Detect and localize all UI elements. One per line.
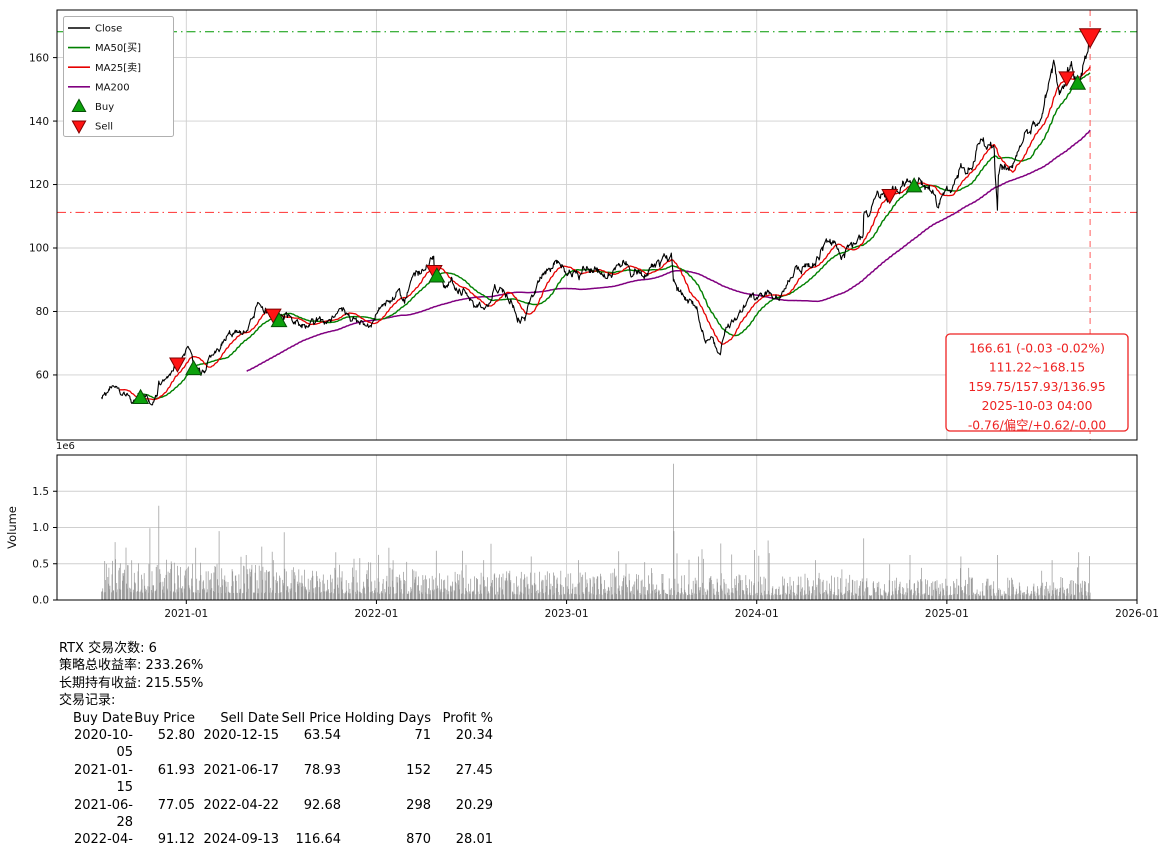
- x-tick-label: 2023-01: [545, 608, 589, 620]
- trade-col-header: Sell Price: [281, 710, 341, 726]
- price-tick-label: 120: [29, 179, 49, 191]
- volume-axis-label: Volume: [5, 506, 19, 549]
- strategy-return-line: 策略总收益率: 233.26%: [59, 658, 204, 674]
- annotation-line: -0.76/偏空/+0.62/-0.00: [968, 417, 1106, 432]
- x-tick-label: 2025-01: [925, 608, 969, 620]
- buy-marker: [270, 311, 288, 328]
- trade-col-header: Buy Date: [72, 710, 133, 726]
- volume-tick-label: 1.5: [32, 486, 49, 498]
- hold-return-line: 长期持有收益: 215.55%: [59, 675, 204, 691]
- trade-cell: 870: [406, 832, 431, 848]
- trades-table: Buy Date Buy Price Sell Date Sell Price Hold…: [59, 710, 493, 849]
- price-axes-frame: [56, 9, 1138, 441]
- trade-log-title: 交易记录:: [59, 693, 116, 709]
- annotation-line: 159.75/157.93/136.95: [968, 380, 1105, 394]
- trade-cell: 20.34: [455, 728, 493, 744]
- legend-sample-marker: [71, 120, 87, 135]
- legend-label: Close: [95, 24, 122, 35]
- volume-offset-label: 1e6: [56, 441, 75, 452]
- trade-cell: 2021-06-17: [203, 762, 279, 778]
- legend-label: MA25[卖]: [95, 62, 141, 74]
- price-tick-label: 100: [29, 243, 49, 255]
- ma25-line: [119, 66, 1091, 401]
- sell-marker: [881, 188, 899, 205]
- x-tick-label: 2024-01: [735, 608, 779, 620]
- trade-cell: 298: [406, 797, 431, 813]
- sell-marker: [169, 357, 186, 373]
- volume-tick-label: 1.0: [32, 522, 49, 534]
- trade-cell: 152: [406, 762, 431, 778]
- legend-label: Buy: [95, 102, 114, 113]
- trade-cell: 63.54: [303, 728, 341, 744]
- legend-box: [63, 16, 174, 137]
- annotation-line: 2025-10-03 04:00: [982, 399, 1093, 413]
- legend-sample-marker: [71, 98, 87, 112]
- price-volume-chart: 60 80 100 120 140 160 0.0 0.5 1.0 1.5 2021-01 2022-…: [5, 9, 1159, 620]
- trade-cell: 52.80: [157, 728, 195, 744]
- volume-tick-label: 0.0: [32, 595, 49, 607]
- legend-label: Sell: [95, 122, 113, 133]
- trade-cell: 2022-04-27: [73, 832, 133, 848]
- annotation-box: [945, 333, 1129, 432]
- trade-cell: 2020-12-15: [203, 728, 279, 744]
- trade-cell: 91.12: [157, 832, 195, 848]
- trade-cell: 61.93: [157, 762, 195, 778]
- trade-cell: 71: [414, 728, 431, 744]
- annotation-line: 166.61 (-0.03 -0.02%): [969, 342, 1105, 356]
- buy-marker: [428, 267, 446, 283]
- buy-marker: [1069, 74, 1087, 90]
- legend-label: MA50[买]: [95, 42, 141, 54]
- trade-cell: 116.64: [295, 832, 342, 848]
- sell-marker: [1058, 71, 1076, 87]
- trade-cell: 20.29: [455, 797, 493, 813]
- sell-marker: [1078, 28, 1102, 49]
- x-tick-label: 2026-01: [1115, 608, 1159, 620]
- trade-cell: 78.93: [303, 762, 341, 778]
- legend-label: MA200: [95, 82, 130, 93]
- price-tick-label: 160: [29, 52, 49, 64]
- trade-cell: 2020-10-05: [73, 728, 133, 761]
- annotation-line: 111.22~168.15: [989, 361, 1085, 375]
- trade-cell: 2021-01-15: [73, 762, 133, 796]
- price-tick-label: 80: [36, 306, 49, 318]
- trade-cell: 27.45: [455, 762, 493, 778]
- trade-col-header: Buy Price: [134, 710, 195, 726]
- trade-col-header: Profit %: [442, 710, 493, 726]
- trade-cell: 2021-06-28: [73, 797, 133, 831]
- buy-marker: [185, 359, 203, 376]
- trade-cell: 77.05: [157, 797, 195, 813]
- buy-marker: [132, 388, 150, 405]
- volume-bars: [101, 463, 1091, 600]
- trade-cell: 28.01: [455, 832, 493, 848]
- price-tick-label: 60: [36, 370, 49, 382]
- volume-tick-label: 0.5: [32, 558, 49, 570]
- x-tick-label: 2021-01: [164, 608, 208, 620]
- trade-cell: 2024-09-13: [203, 832, 279, 848]
- price-tick-label: 140: [29, 116, 49, 128]
- buy-marker: [905, 177, 923, 193]
- x-tick-label: 2022-01: [354, 608, 398, 620]
- trade-col-header: Holding Days: [344, 710, 431, 726]
- trade-count-line: RTX 交易次数: 6: [59, 641, 157, 656]
- trade-cell: 92.68: [303, 797, 341, 813]
- summary-block: RTX 交易次数: 6 策略总收益率: 233.26% 长期持有收益: 215.…: [59, 640, 493, 849]
- trade-cell: 2022-04-22: [203, 797, 279, 813]
- trade-col-header: Sell Date: [220, 710, 279, 726]
